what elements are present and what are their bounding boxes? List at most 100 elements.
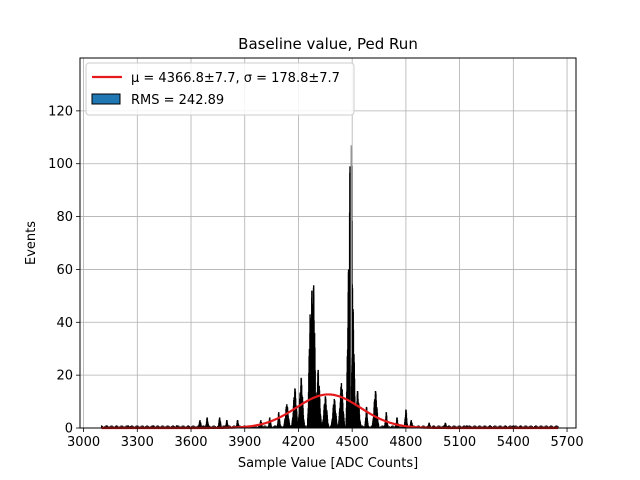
histogram-bar — [311, 425, 313, 428]
y-tick-label: 120 — [48, 104, 73, 119]
histogram-bar — [125, 425, 127, 428]
histogram-bar — [473, 425, 475, 428]
histogram-bar — [277, 426, 279, 428]
histogram-bar — [536, 425, 538, 428]
histogram-bar — [399, 426, 401, 428]
histogram-bar — [374, 391, 377, 428]
histogram-bar — [183, 425, 185, 428]
y-tick-label: 100 — [48, 157, 73, 172]
histogram-bar — [308, 426, 310, 428]
histogram-bar — [263, 425, 265, 428]
histogram-bar — [372, 425, 374, 428]
histogram-bar — [503, 425, 505, 428]
histogram-bar — [163, 425, 165, 428]
histogram-bar — [206, 417, 208, 428]
histogram-bar — [268, 425, 270, 428]
x-tick-label: 5400 — [497, 435, 530, 450]
histogram-bar — [360, 423, 362, 428]
histogram-bar — [464, 425, 466, 428]
histogram-bar — [377, 425, 379, 428]
histogram-bar — [397, 425, 399, 428]
histogram-bar — [394, 426, 396, 428]
histogram-bar — [264, 425, 266, 428]
x-tick-label: 3000 — [67, 435, 100, 450]
histogram-bar — [365, 425, 367, 428]
histogram-bar — [204, 425, 206, 428]
histogram-bar — [318, 426, 320, 428]
histogram-bar — [376, 425, 378, 428]
histogram-bar — [279, 425, 281, 428]
y-axis-label: Events — [24, 221, 39, 265]
gaussian-fit — [101, 393, 559, 430]
histogram-bar — [344, 425, 346, 428]
histogram-bar — [100, 425, 102, 428]
histogram-bar — [186, 425, 188, 428]
histogram-bar — [287, 426, 289, 428]
histogram-bar — [131, 425, 133, 428]
histogram-bar — [387, 425, 389, 428]
histogram-bar — [331, 425, 333, 428]
histogram-bar — [267, 426, 269, 428]
histogram-bar — [396, 417, 398, 428]
histogram-bar — [373, 426, 375, 428]
histogram-bar — [384, 426, 386, 428]
histogram-bar — [162, 425, 164, 428]
histogram-bar — [391, 425, 393, 428]
y-tick-label: 40 — [56, 316, 73, 331]
histogram-bar — [312, 285, 315, 428]
histogram-bar — [177, 425, 179, 428]
x-tick-label: 3300 — [121, 435, 154, 450]
histogram-bar — [360, 425, 362, 428]
histogram-bar — [320, 421, 322, 428]
legend-fit-label: μ = 4366.8±7.7, σ = 178.8±7.7 — [131, 71, 340, 86]
histogram-bar — [466, 425, 468, 428]
histogram-bar — [498, 425, 500, 428]
histogram-bar — [480, 425, 482, 428]
histogram-bar — [544, 425, 546, 428]
histogram-bar — [400, 426, 402, 428]
histogram-bar — [395, 426, 397, 428]
histogram-bar — [305, 425, 307, 428]
histogram-bar — [530, 425, 532, 428]
histogram-bar — [478, 425, 480, 428]
histogram-bar — [545, 425, 547, 428]
histogram-bar — [336, 425, 338, 428]
legend-box — [85, 62, 355, 116]
histogram-bar — [380, 426, 382, 428]
histogram-bar — [266, 426, 268, 428]
histogram-bar — [135, 425, 137, 428]
histogram-bar — [117, 425, 119, 428]
x-tick-label: 4500 — [336, 435, 369, 450]
histogram-bar — [328, 426, 330, 428]
histogram-bar — [304, 425, 306, 428]
histogram-bar — [337, 425, 339, 428]
histogram-bar — [330, 425, 332, 428]
histogram-bar — [309, 425, 311, 428]
histogram-bar — [393, 425, 395, 428]
histogram-bar — [236, 420, 239, 428]
histogram-bar — [207, 425, 209, 428]
histogram-bar — [356, 425, 358, 428]
histogram-bar — [453, 425, 455, 428]
histogram-bar — [142, 425, 144, 428]
histogram-bar — [156, 425, 158, 428]
histogram-bar — [116, 425, 118, 428]
histogram-bar — [255, 425, 257, 428]
histogram-peak — [371, 391, 380, 428]
x-tick-label: 5700 — [551, 435, 584, 450]
histogram-bar — [339, 426, 341, 428]
histogram-bar — [495, 425, 497, 428]
histogram-bar — [199, 420, 201, 428]
histogram-bar — [359, 426, 361, 428]
histogram-bar — [524, 425, 526, 428]
histogram-bar — [208, 425, 210, 428]
y-tick-label: 60 — [56, 263, 73, 278]
histogram-bar — [392, 425, 394, 428]
histogram-bar — [292, 426, 294, 428]
histogram-bar — [385, 412, 387, 428]
histogram-peak — [330, 398, 339, 428]
histogram-bar — [307, 426, 309, 428]
histogram-bar — [334, 426, 336, 428]
histogram-bar — [340, 383, 343, 428]
histogram-bar — [178, 425, 180, 428]
